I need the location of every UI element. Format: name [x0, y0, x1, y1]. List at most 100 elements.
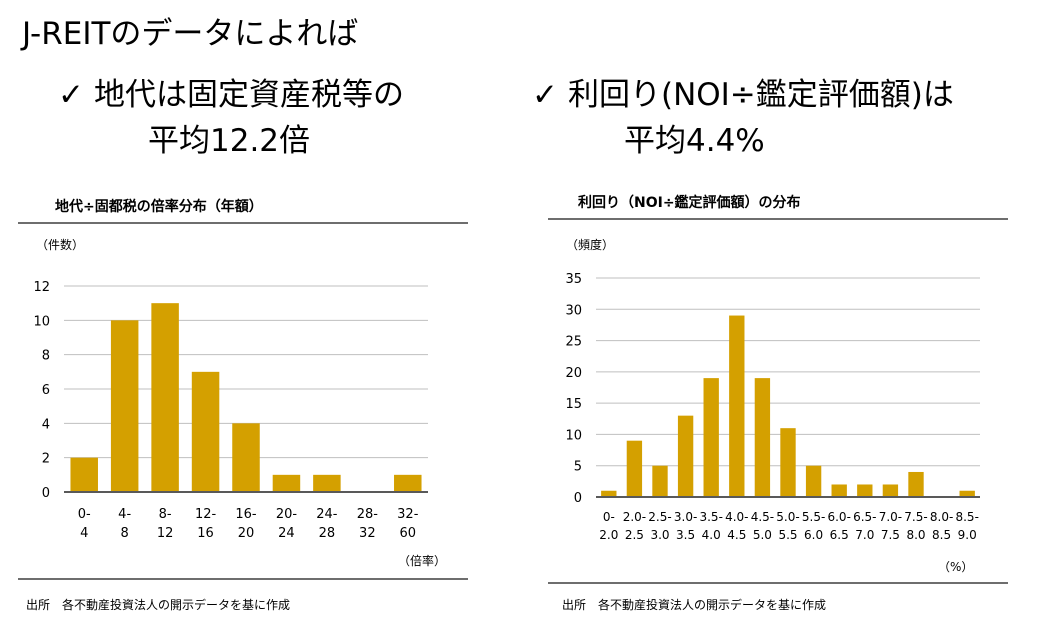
bar	[703, 378, 719, 497]
x-tick-label: 12-	[195, 507, 217, 522]
x-tick-label: 5.5	[778, 528, 797, 542]
x-tick-label: 3.0-	[674, 510, 697, 524]
checkmark-icon: ✓	[532, 77, 558, 113]
y-tick-label: 10	[33, 314, 50, 329]
x-tick-label: 8.0-	[930, 510, 953, 524]
x-tick-label: 16-	[235, 507, 257, 522]
x-tick-label: 8-	[159, 507, 172, 522]
y-tick-label: 30	[565, 303, 582, 318]
x-tick-label: 4.5-	[751, 510, 774, 524]
bar	[626, 440, 643, 497]
bar	[857, 484, 873, 497]
x-tick-label: 8.5-	[955, 510, 978, 524]
chart-1-title: 地代÷固都税の倍率分布（年額）	[55, 199, 263, 215]
y-tick-label: 20	[565, 366, 582, 381]
bar	[729, 315, 745, 497]
bar	[831, 484, 847, 497]
x-tick-label: 0-	[603, 510, 615, 524]
bar	[601, 490, 617, 497]
y-tick-label: 0	[42, 486, 50, 501]
chart-1-top-rule	[18, 222, 468, 224]
y-tick-label: 10	[565, 428, 582, 443]
bar	[882, 484, 899, 497]
bar	[110, 320, 139, 492]
chart-1-bottom-rule	[18, 578, 468, 580]
chart-1-y-unit: （件数）	[36, 238, 85, 252]
checkmark-icon: ✓	[58, 77, 84, 113]
bullet-right: ✓ 利回り(NOI÷鑑定評価額)は 平均4.4%	[532, 72, 954, 164]
x-tick-label: 9.0	[958, 528, 977, 542]
x-tick-label: 3.5-	[699, 510, 722, 524]
x-tick-label: 4.0-	[725, 510, 748, 524]
x-tick-label: 8.0	[906, 528, 925, 542]
x-tick-label: 24-	[316, 507, 338, 522]
x-tick-label: 8.5	[932, 528, 951, 542]
bar	[272, 474, 301, 492]
bar	[780, 428, 796, 497]
x-tick-label: 20	[238, 526, 255, 541]
x-tick-label: 2.0-	[623, 510, 646, 524]
x-tick-label: 4.5	[727, 528, 746, 542]
chart-2-y-unit: （頻度）	[566, 238, 615, 252]
bar	[394, 474, 422, 492]
bullet-right-line2: 平均4.4%	[624, 123, 765, 159]
chart-2-top-rule	[548, 218, 1008, 220]
y-tick-label: 15	[565, 397, 582, 412]
bullet-left-line1: 地代は固定資産税等の	[93, 77, 404, 113]
y-tick-label: 35	[565, 272, 582, 287]
chart-1-x-unit: （倍率）	[398, 554, 447, 568]
bar	[959, 490, 975, 497]
bullet-left-line2: 平均12.2倍	[148, 123, 311, 159]
x-tick-label: 4.0	[702, 528, 721, 542]
bullet-left: ✓ 地代は固定資産税等の 平均12.2倍	[58, 72, 404, 164]
x-tick-label: 0-	[78, 507, 91, 522]
x-tick-label: 6.5	[830, 528, 849, 542]
x-tick-label: 6.0	[804, 528, 823, 542]
x-tick-label: 12	[157, 526, 174, 541]
bar	[191, 371, 220, 492]
y-tick-label: 12	[33, 280, 50, 295]
chart-2-plot: 051015202530350-2.02.0-2.52.5-3.03.0-3.5…	[565, 272, 980, 542]
y-tick-label: 2	[42, 452, 50, 467]
x-tick-label: 6.0-	[827, 510, 850, 524]
bar	[313, 474, 341, 492]
x-tick-label: 60	[400, 526, 417, 541]
bar	[754, 378, 771, 497]
x-tick-label: 28-	[357, 507, 379, 522]
x-tick-label: 5.5-	[802, 510, 825, 524]
bar	[677, 415, 694, 497]
x-tick-label: 7.5-	[904, 510, 927, 524]
y-tick-label: 0	[574, 491, 582, 506]
chart-2-title: 利回り（NOI÷鑑定評価額）の分布	[578, 195, 801, 211]
x-tick-label: 7.5	[881, 528, 900, 542]
y-tick-label: 8	[42, 349, 50, 364]
bar	[232, 423, 260, 492]
x-tick-label: 4-	[118, 507, 131, 522]
chart-2-source: 出所 各不動産投資法人の開示データを基に作成	[562, 598, 827, 612]
x-tick-label: 2.0	[599, 528, 618, 542]
x-tick-label: 3.5	[676, 528, 695, 542]
x-tick-label: 24	[278, 526, 295, 541]
y-tick-label: 25	[565, 335, 582, 350]
bar	[652, 465, 668, 497]
x-tick-label: 4	[80, 526, 88, 541]
bar	[805, 465, 822, 497]
chart-1-plot: 0246810120-44-88-1212-1616-2020-2424-282…	[33, 280, 428, 541]
chart-2-x-unit: （%）	[938, 560, 974, 574]
x-tick-label: 16	[197, 526, 214, 541]
x-tick-label: 2.5	[625, 528, 644, 542]
bar	[151, 303, 179, 492]
x-tick-label: 7.0-	[879, 510, 902, 524]
x-tick-label: 6.5-	[853, 510, 876, 524]
bar	[70, 457, 98, 492]
x-tick-label: 5.0-	[776, 510, 799, 524]
bullet-right-line1: 利回り(NOI÷鑑定評価額)は	[567, 77, 954, 113]
x-tick-label: 8	[121, 526, 129, 541]
x-tick-label: 3.0	[650, 528, 669, 542]
page-heading: J-REITのデータによれば	[22, 16, 359, 52]
x-tick-label: 2.5-	[648, 510, 671, 524]
x-tick-label: 7.0	[855, 528, 874, 542]
x-tick-label: 5.0	[753, 528, 772, 542]
x-tick-label: 32	[359, 526, 376, 541]
x-tick-label: 32-	[397, 507, 419, 522]
